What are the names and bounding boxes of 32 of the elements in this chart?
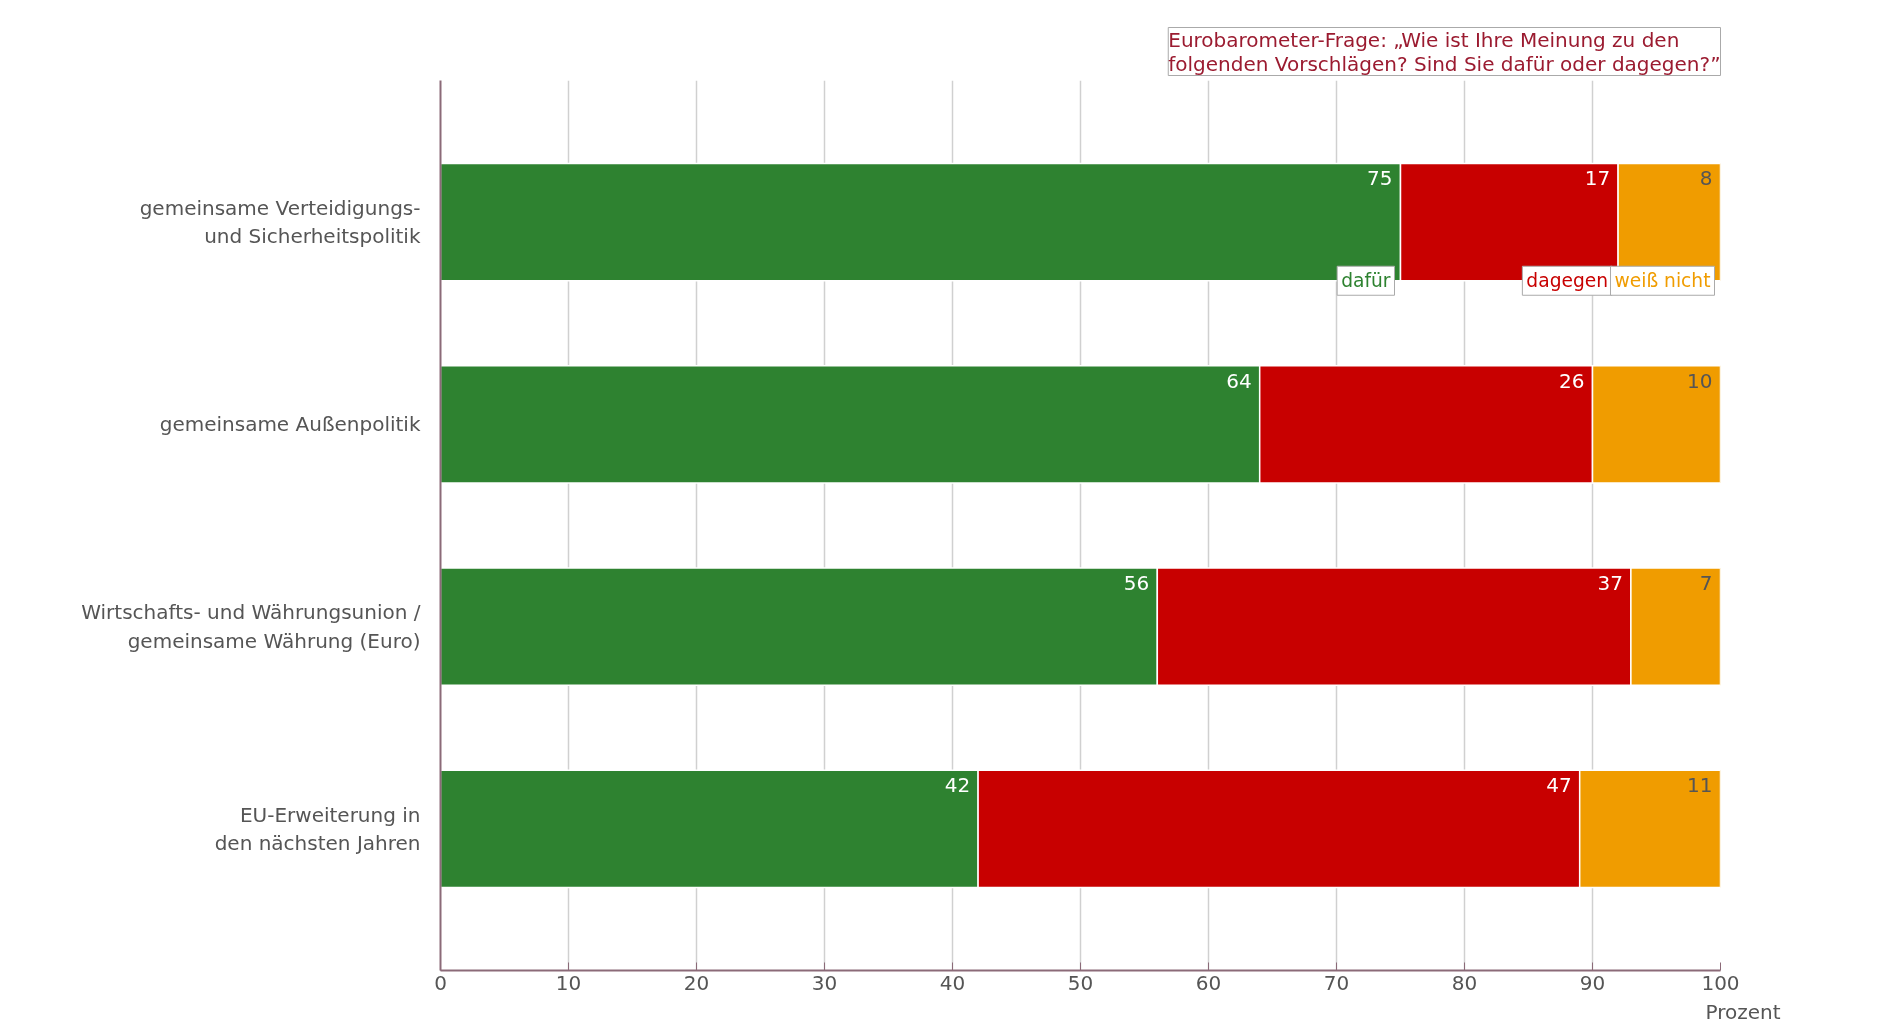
data-label: 42 (944, 773, 971, 798)
x-tick-label: 100 (1701, 970, 1740, 995)
x-tick-label: 70 (1323, 970, 1350, 995)
x-tick-label: 60 (1195, 970, 1222, 995)
x-tick-label: 90 (1579, 970, 1606, 995)
data-label: 10 (1687, 368, 1713, 393)
x-tick-label: 80 (1451, 970, 1478, 995)
y-tick-label: EU-Erweiterung in den nächsten Jahren (214, 802, 421, 856)
chart-title: Eurobarometer-Frage: „Wie ist Ihre Meinung zu den folgenden Vorschlägen? Sind Sie dafür oder dagegen?” (1168, 27, 1721, 76)
y-tick-label: Wirtschafts- und Währungsunion / gemeinsame Währung (Euro) (81, 600, 421, 654)
x-tick-label: 10 (555, 970, 582, 995)
data-label: 56 (1123, 570, 1150, 595)
data-label: 75 (1367, 166, 1393, 191)
data-label: 8 (1699, 166, 1713, 191)
data-label: 17 (1584, 166, 1611, 191)
y-tick-label: gemeinsame Verteidigungs- und Sicherheitspolitik (139, 195, 421, 249)
data-label: 11 (1687, 773, 1713, 798)
y-tick-label: gemeinsame Außenpolitik (159, 412, 421, 437)
series-label: dafür (1341, 270, 1391, 292)
x-tick-label: 50 (1067, 970, 1094, 995)
x-tick-label: 0 (434, 970, 447, 995)
data-label: 26 (1559, 368, 1585, 393)
x-tick-label: 40 (939, 970, 966, 995)
series-label: dagegen (1526, 270, 1609, 292)
data-label: 47 (1546, 773, 1572, 798)
data-label: 37 (1597, 570, 1623, 595)
x-axis-title: Prozent (1705, 999, 1781, 1024)
data-label: 7 (1699, 570, 1713, 595)
x-tick-label: 20 (683, 970, 710, 995)
series-label: weiß nicht (1614, 270, 1711, 292)
x-tick-label: 30 (811, 970, 838, 995)
data-label: 64 (1226, 368, 1252, 393)
